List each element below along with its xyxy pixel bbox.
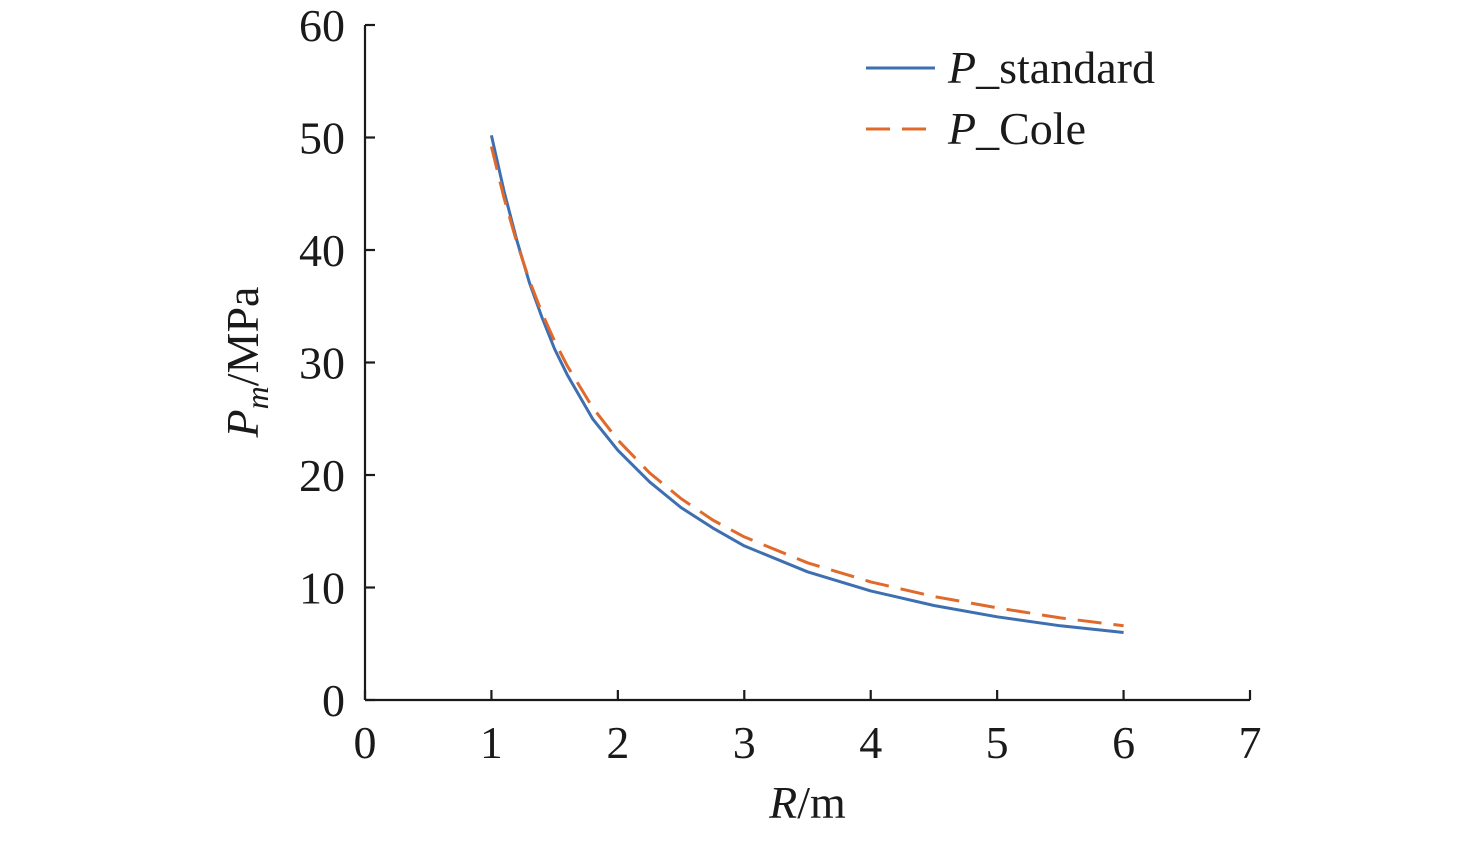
- series-line-standard: [489, 134, 1124, 634]
- y-axis-title-var: P: [217, 409, 268, 438]
- x-axis-title: R/m: [768, 777, 846, 828]
- legend-label-var: P: [947, 42, 976, 93]
- y-axis-title-unit: /MPa: [217, 287, 268, 387]
- y-axis-title-sub: m: [239, 386, 275, 409]
- x-axis-title-unit: /m: [797, 777, 846, 828]
- y-tick-label: 40: [299, 225, 345, 276]
- legend-label-suffix: _Cole: [975, 103, 1086, 154]
- y-tick-label: 20: [299, 450, 345, 501]
- series-line-cole: [489, 146, 1124, 628]
- y-tick-label: 50: [299, 113, 345, 164]
- x-tick-label: 5: [986, 717, 1009, 768]
- x-tick-label: 4: [859, 717, 882, 768]
- legend-label: P_standard: [947, 42, 1155, 93]
- y-axis-title: Pm/MPa: [217, 287, 275, 439]
- x-tick-label: 6: [1112, 717, 1135, 768]
- legend-label-suffix: _standard: [975, 42, 1155, 93]
- plot-area: [489, 134, 1124, 634]
- legend-label-var: P: [947, 103, 976, 154]
- x-tick-label: 1: [480, 717, 503, 768]
- x-tick-label: 3: [733, 717, 756, 768]
- y-tick-label: 10: [299, 563, 345, 614]
- x-tick-label: 0: [354, 717, 377, 768]
- x-tick-label: 2: [606, 717, 629, 768]
- y-tick-label: 0: [322, 675, 345, 726]
- y-tick-label: 60: [299, 0, 345, 51]
- legend-label: P_Cole: [947, 103, 1086, 154]
- axes: 0 1 2 3 4 5 6 7 0 10 20 30 40 50 60 R/m Pm/MPa: [217, 0, 1262, 828]
- x-axis-title-var: R: [768, 777, 797, 828]
- y-tick-label: 30: [299, 338, 345, 389]
- x-tick-label: 7: [1239, 717, 1262, 768]
